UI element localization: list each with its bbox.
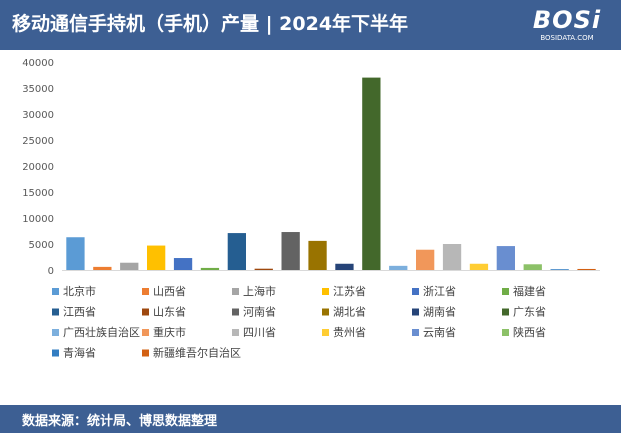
page-title: 移动通信手持机（手机）产量 | 2024年下半年: [12, 13, 409, 35]
legend-swatch: [232, 329, 239, 336]
legend-swatch: [412, 288, 419, 295]
bar-9: [281, 232, 300, 270]
legend-swatch: [142, 349, 149, 357]
y-tick-label: 5000: [29, 240, 54, 251]
legend-label: 上海市: [243, 284, 276, 298]
legend-label: 贵州省: [333, 326, 366, 339]
bar-3: [120, 262, 139, 270]
bar-16: [469, 263, 489, 270]
brand-logo: BOSi BOSIDATA.COM: [525, 6, 609, 44]
bar-20: [577, 268, 596, 270]
legend-swatch: [322, 329, 329, 336]
legend-label: 山东省: [153, 306, 186, 319]
bar-5: [173, 258, 193, 270]
legend-swatch: [232, 288, 239, 295]
y-tick-label: 15000: [22, 188, 54, 199]
legend-swatch: [322, 308, 329, 316]
data-source: 数据来源：统计局、博思数据整理: [22, 414, 218, 429]
legend-label: 重庆市: [153, 325, 186, 339]
chart-area: 0 5000 10000 15000 20000 25000 30000 35000 40000…: [0, 50, 621, 405]
legend-swatch: [232, 308, 239, 316]
bar-12: [362, 77, 381, 270]
legend-swatch: [142, 308, 149, 316]
logo-text: BOSi: [532, 6, 602, 34]
legend-swatch: [322, 288, 329, 295]
legend-label: 福建省: [513, 284, 546, 298]
logo-subtext: BOSIDATA.COM: [540, 34, 594, 42]
y-tick-label: 0: [48, 266, 54, 277]
bar-15: [442, 244, 462, 270]
legend-swatch: [142, 288, 149, 295]
legend-swatch: [52, 288, 59, 295]
legend-label: 广西壮族自治区: [63, 325, 140, 339]
bar-18: [523, 264, 542, 270]
bar-19: [550, 269, 569, 270]
bar-2: [93, 266, 112, 270]
legend-label: 湖北省: [333, 306, 366, 319]
legend-label: 江苏省: [333, 285, 366, 298]
legend-label: 山西省: [153, 285, 186, 298]
legend-label: 陕西省: [513, 325, 546, 339]
legend-label: 河南省: [243, 306, 276, 319]
bar-1: [66, 237, 85, 270]
y-tick-label: 20000: [22, 162, 54, 173]
legend-swatch: [502, 329, 509, 336]
bar-6: [200, 267, 220, 270]
bar-chart: 0 5000 10000 15000 20000 25000 30000 35000 40000…: [22, 58, 600, 360]
legend-swatch: [52, 349, 59, 357]
legend-swatch: [502, 288, 509, 295]
bar-14: [416, 249, 435, 270]
y-tick-label: 40000: [22, 58, 54, 69]
legend-label: 广东省: [513, 306, 546, 319]
legend-swatch: [142, 329, 149, 336]
legend-label: 江西省: [63, 306, 96, 319]
legend-label: 云南省: [423, 326, 456, 339]
legend-label: 青海省: [63, 346, 96, 360]
bar-7: [227, 233, 246, 270]
legend-swatch: [52, 308, 59, 316]
bar-10: [308, 240, 327, 270]
y-tick-label: 30000: [22, 110, 54, 121]
legend-label: 北京市: [63, 284, 96, 298]
y-tick-label: 25000: [22, 136, 54, 147]
legend-swatch: [412, 329, 419, 336]
header-bar: 移动通信手持机（手机）产量 | 2024年下半年 BOSi BOSIDATA.C…: [0, 0, 621, 50]
legend-swatch: [52, 329, 59, 336]
y-tick-label: 35000: [22, 84, 54, 95]
bar-8: [254, 268, 273, 270]
bar-17: [496, 246, 515, 270]
y-tick-label: 10000: [22, 214, 54, 225]
bar-4: [147, 245, 166, 270]
legend-label: 四川省: [243, 326, 276, 339]
legend-swatch: [502, 308, 509, 316]
bar-13: [389, 265, 408, 270]
legend-label: 新疆维吾尔自治区: [153, 346, 241, 360]
footer-bar: 数据来源：统计局、博思数据整理: [0, 405, 621, 433]
bar-11: [335, 263, 354, 270]
legend-swatch: [412, 308, 419, 316]
legend-label: 湖南省: [423, 306, 456, 319]
legend-label: 浙江省: [423, 285, 456, 298]
